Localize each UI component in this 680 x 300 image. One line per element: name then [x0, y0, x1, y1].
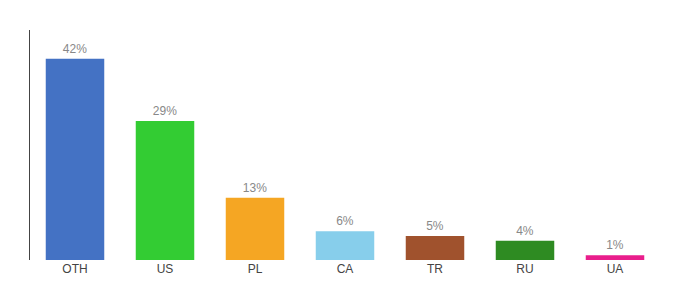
- svg-text:RU: RU: [516, 262, 533, 276]
- svg-text:42%: 42%: [63, 42, 87, 56]
- svg-text:4%: 4%: [516, 224, 534, 238]
- svg-text:TR: TR: [427, 262, 443, 276]
- svg-text:5%: 5%: [426, 219, 444, 233]
- svg-text:US: US: [157, 262, 174, 276]
- svg-text:UA: UA: [607, 262, 624, 276]
- svg-text:OTH: OTH: [62, 262, 87, 276]
- svg-text:PL: PL: [248, 262, 263, 276]
- svg-text:1%: 1%: [606, 238, 624, 252]
- svg-text:CA: CA: [337, 262, 354, 276]
- svg-text:6%: 6%: [336, 214, 354, 228]
- svg-text:29%: 29%: [153, 104, 177, 118]
- svg-text:13%: 13%: [243, 181, 267, 195]
